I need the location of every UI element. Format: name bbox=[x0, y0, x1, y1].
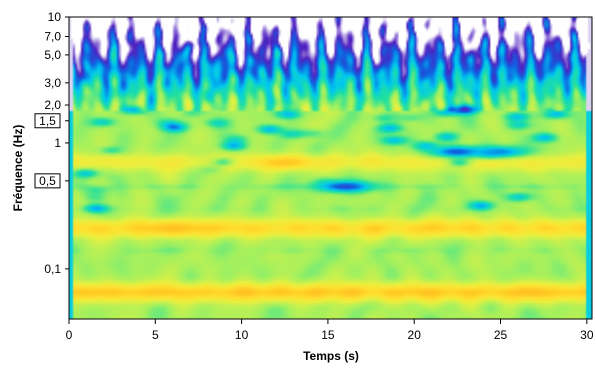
heatmap-image bbox=[69, 17, 592, 319]
x-axis-ticks: 0 5 10 15 20 25 30 bbox=[66, 319, 594, 342]
x-tick-label: 0 bbox=[66, 328, 73, 342]
y-tick-label: 10 bbox=[48, 10, 62, 24]
y-axis-ticks: 10 7,0 5,0 3,0 2,0 1,5 1 0,5 0,1 bbox=[34, 10, 69, 276]
y-tick-label: 7,0 bbox=[44, 30, 61, 44]
y-tick-label: 1 bbox=[54, 136, 61, 150]
y-tick-label: 5,0 bbox=[44, 48, 61, 62]
x-tick-label: 25 bbox=[494, 328, 508, 342]
y-tick-label: 3,0 bbox=[44, 76, 61, 90]
x-axis-label: Temps (s) bbox=[303, 349, 359, 363]
y-tick-label: 0,5 bbox=[39, 174, 56, 188]
y-axis-label: Fréquence (Hz) bbox=[11, 125, 25, 212]
y-tick-label: 1,5 bbox=[39, 114, 56, 128]
x-tick-label: 15 bbox=[321, 328, 335, 342]
plot-area bbox=[69, 17, 592, 319]
y-tick-label: 0,1 bbox=[44, 262, 61, 276]
x-tick-label: 5 bbox=[152, 328, 159, 342]
y-tick-label-box bbox=[34, 173, 61, 189]
x-tick-label: 20 bbox=[408, 328, 422, 342]
x-tick-label: 10 bbox=[235, 328, 249, 342]
x-tick-label: 30 bbox=[580, 328, 594, 342]
y-tick-label: 2,0 bbox=[44, 98, 61, 112]
y-tick-label-box bbox=[34, 113, 61, 129]
plot-frame bbox=[68, 16, 593, 320]
